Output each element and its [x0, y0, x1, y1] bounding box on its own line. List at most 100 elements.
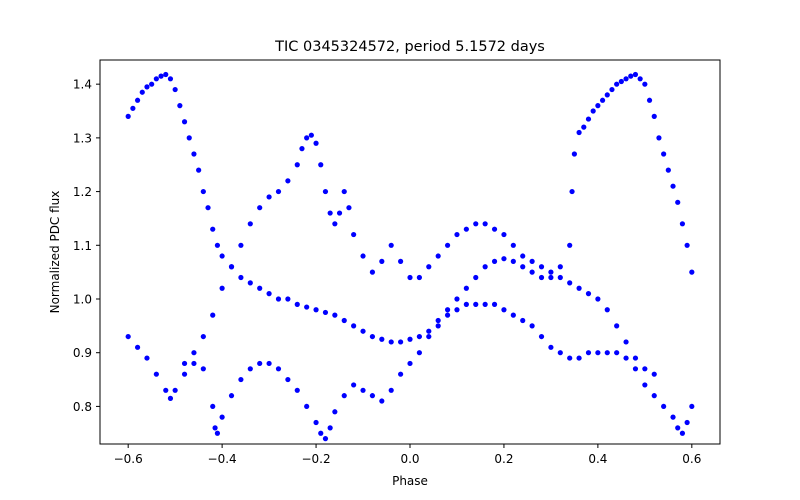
- x-axis-ticks: −0.6 −0.4 −0.2 0.0 0.2 0.4 0.6: [114, 444, 701, 466]
- data-point: [609, 86, 615, 93]
- x-tick-label: −0.6: [114, 452, 143, 466]
- data-point: [304, 403, 310, 410]
- data-point: [407, 336, 413, 342]
- data-point: [501, 256, 507, 262]
- data-point: [398, 371, 404, 377]
- data-point: [491, 226, 498, 232]
- x-tick-label: 0.4: [588, 452, 607, 466]
- data-point: [336, 210, 343, 216]
- data-point: [614, 81, 620, 87]
- data-point: [675, 199, 681, 205]
- data-point: [346, 205, 352, 211]
- data-point: [670, 414, 676, 420]
- data-point: [313, 419, 319, 426]
- data-point: [473, 221, 479, 227]
- data-point: [257, 285, 263, 291]
- data-point: [144, 355, 150, 361]
- data-point: [247, 221, 253, 227]
- scatter-points: [125, 71, 695, 442]
- data-point: [214, 430, 221, 436]
- data-point: [569, 188, 575, 195]
- data-point: [454, 307, 460, 313]
- data-point: [642, 366, 648, 372]
- data-point: [327, 210, 333, 216]
- data-point: [501, 231, 507, 238]
- data-point: [388, 339, 394, 345]
- data-point: [275, 296, 282, 302]
- data-point: [529, 269, 535, 275]
- data-point: [304, 304, 310, 310]
- data-point: [520, 253, 526, 259]
- y-tick-label: 1.0: [73, 292, 92, 306]
- data-point: [139, 89, 145, 95]
- data-point: [285, 296, 291, 302]
- data-point: [369, 333, 376, 340]
- data-point: [618, 78, 624, 85]
- data-point: [567, 242, 573, 248]
- data-point: [360, 253, 366, 259]
- data-point: [318, 162, 324, 168]
- x-tick-label: −0.2: [301, 452, 330, 466]
- data-point: [369, 393, 376, 399]
- data-point: [228, 393, 235, 399]
- data-point: [510, 312, 516, 318]
- data-point: [238, 376, 244, 383]
- data-point: [125, 333, 131, 340]
- data-point: [167, 76, 174, 82]
- data-point: [548, 274, 554, 281]
- data-point: [538, 333, 545, 340]
- data-point: [351, 231, 357, 238]
- data-point: [651, 393, 657, 399]
- data-point: [491, 258, 498, 264]
- data-point: [520, 317, 526, 324]
- data-point: [595, 103, 601, 109]
- data-point: [454, 231, 460, 238]
- data-point: [228, 264, 235, 270]
- data-point: [651, 371, 657, 377]
- data-point: [196, 167, 202, 173]
- data-point: [332, 312, 338, 318]
- data-point: [435, 253, 441, 259]
- data-point: [665, 167, 671, 173]
- data-point: [426, 328, 432, 334]
- data-point: [153, 76, 159, 82]
- data-point: [257, 360, 263, 367]
- data-point: [294, 162, 300, 168]
- data-point: [158, 73, 164, 79]
- x-tick-label: 0.6: [682, 452, 701, 466]
- data-point: [557, 274, 563, 281]
- y-axis-ticks: 0.8 0.9 1.0 1.1 1.2 1.3 1.4: [73, 78, 100, 414]
- y-tick-label: 0.8: [73, 400, 92, 414]
- data-point: [247, 280, 253, 286]
- data-point: [548, 344, 554, 350]
- data-point: [642, 81, 648, 87]
- data-point: [520, 264, 526, 270]
- data-point: [576, 285, 582, 291]
- data-point: [416, 350, 422, 356]
- data-point: [599, 97, 606, 103]
- data-point: [435, 323, 441, 329]
- data-point: [313, 307, 319, 313]
- data-point: [614, 350, 620, 356]
- data-point: [651, 113, 657, 119]
- data-point: [181, 119, 188, 125]
- data-point: [444, 307, 451, 313]
- y-axis-label: Normalized PDC flux: [48, 191, 62, 314]
- data-point: [238, 274, 244, 281]
- data-point: [200, 366, 206, 372]
- data-point: [463, 301, 469, 307]
- data-point: [661, 151, 667, 157]
- data-point: [557, 264, 563, 270]
- data-point: [257, 205, 263, 211]
- data-point: [214, 242, 221, 248]
- data-point: [604, 92, 610, 98]
- data-point: [491, 301, 498, 307]
- data-point: [308, 132, 314, 138]
- data-point: [285, 178, 291, 184]
- data-point: [463, 285, 469, 291]
- data-point: [571, 151, 577, 157]
- data-point: [318, 430, 324, 436]
- data-point: [125, 113, 131, 119]
- data-point: [322, 309, 329, 316]
- data-point: [219, 285, 225, 291]
